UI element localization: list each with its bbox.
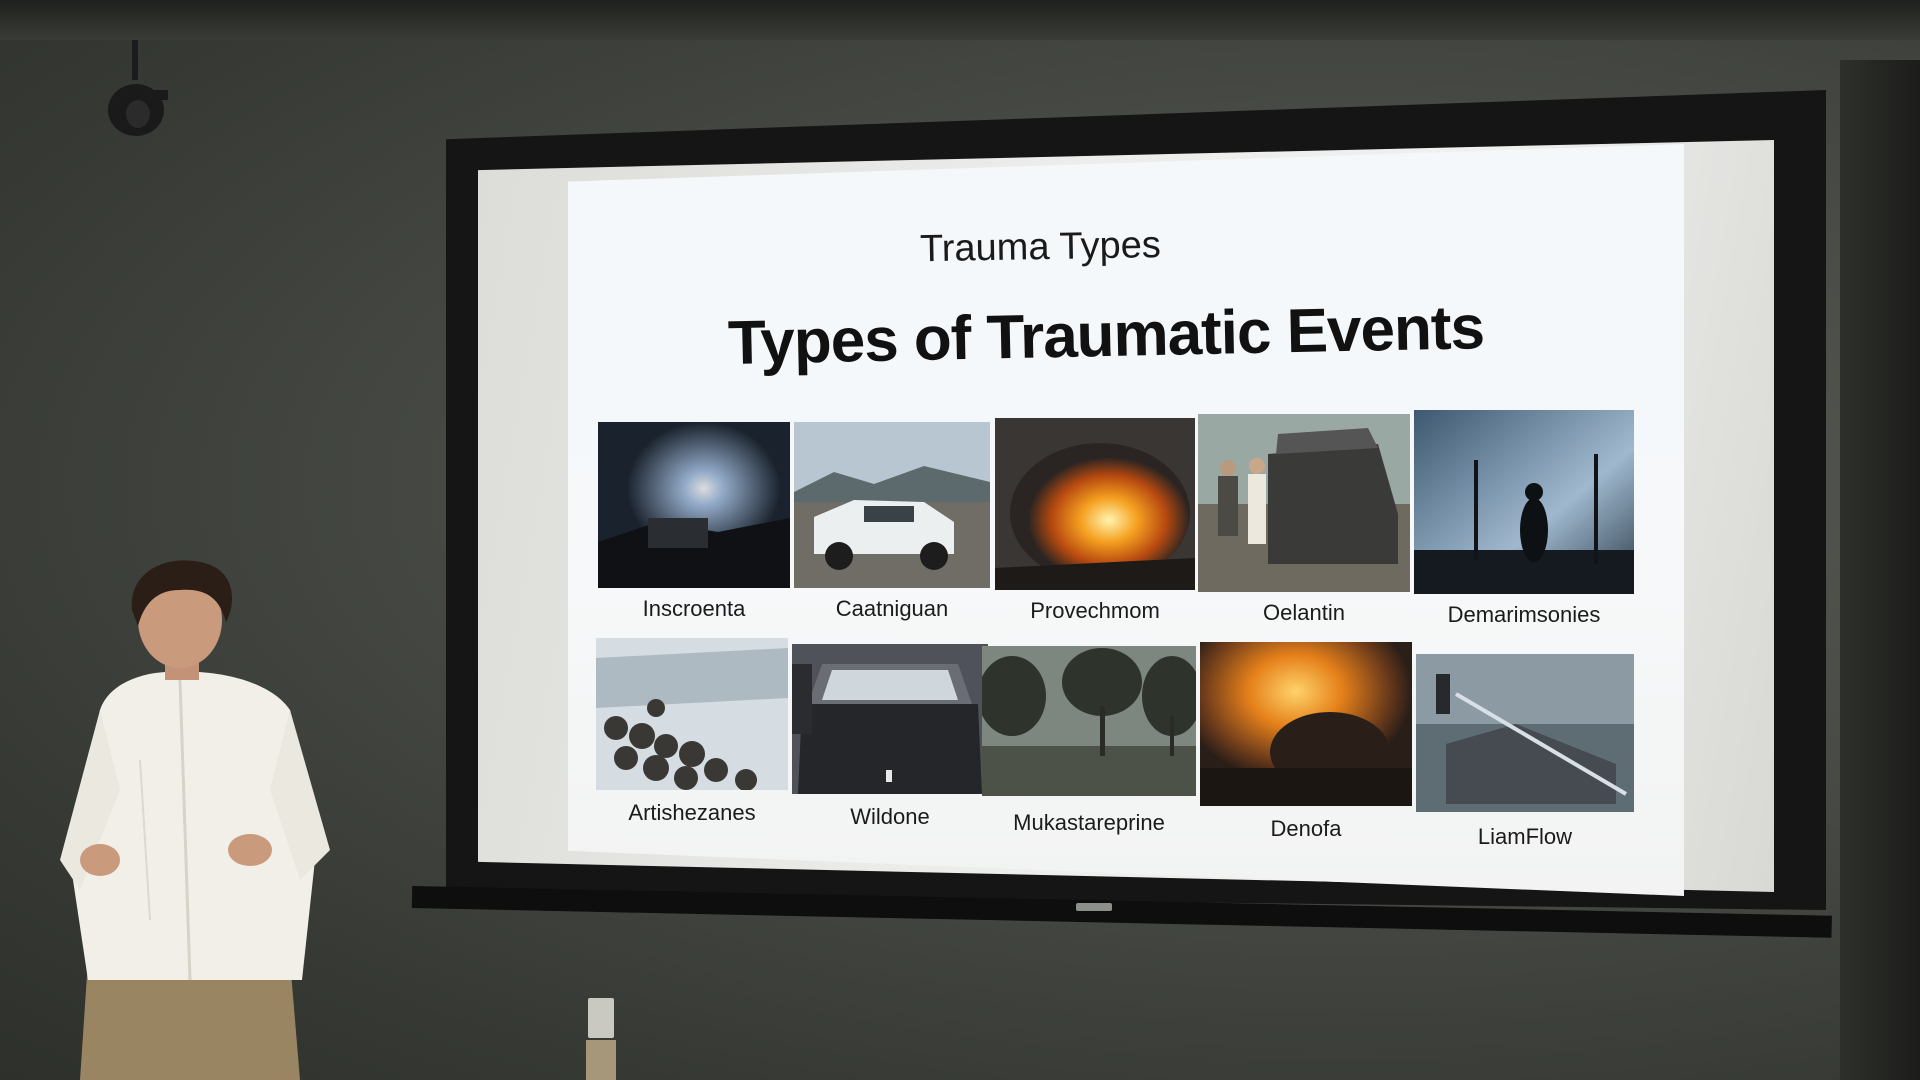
photo-dark-silhouette — [1414, 410, 1634, 594]
photo-stormy-trees — [982, 646, 1196, 796]
photo-crashed-car — [794, 422, 990, 588]
photo-fire-blaze — [995, 418, 1195, 590]
ceiling — [0, 0, 1920, 40]
photo-flood-water — [1416, 654, 1634, 812]
tile-label: LiamFlow — [1477, 824, 1573, 849]
photo-fire-smoke — [1200, 642, 1412, 806]
slide-subtitle: Trauma Types — [919, 224, 1162, 271]
tile-label: Inscroenta — [642, 596, 746, 621]
tile-label: Provechmom — [1030, 598, 1160, 623]
tile-label: Artishezanes — [628, 800, 756, 825]
photo-night-fire — [598, 422, 790, 588]
speaker-person — [60, 560, 330, 1080]
wall-switch-plate — [588, 998, 614, 1038]
tile-label: Caatniguan — [835, 596, 949, 621]
photo-wrecked-vehicle — [1198, 414, 1410, 592]
photo-car-front — [792, 644, 988, 794]
tile-label: Denofa — [1270, 816, 1342, 841]
wall-fixture — [586, 1040, 616, 1080]
photo-crowd-snow — [596, 638, 788, 790]
screen-latch — [1076, 903, 1112, 911]
security-camera-icon — [108, 40, 168, 136]
tile-label: Wildone — [850, 804, 930, 829]
tile-label: Demarimsonies — [1447, 602, 1601, 627]
tile-label: Oelantin — [1263, 600, 1345, 625]
wall-corner — [1840, 60, 1920, 1080]
tile-label: Mukastareprine — [1013, 810, 1165, 835]
